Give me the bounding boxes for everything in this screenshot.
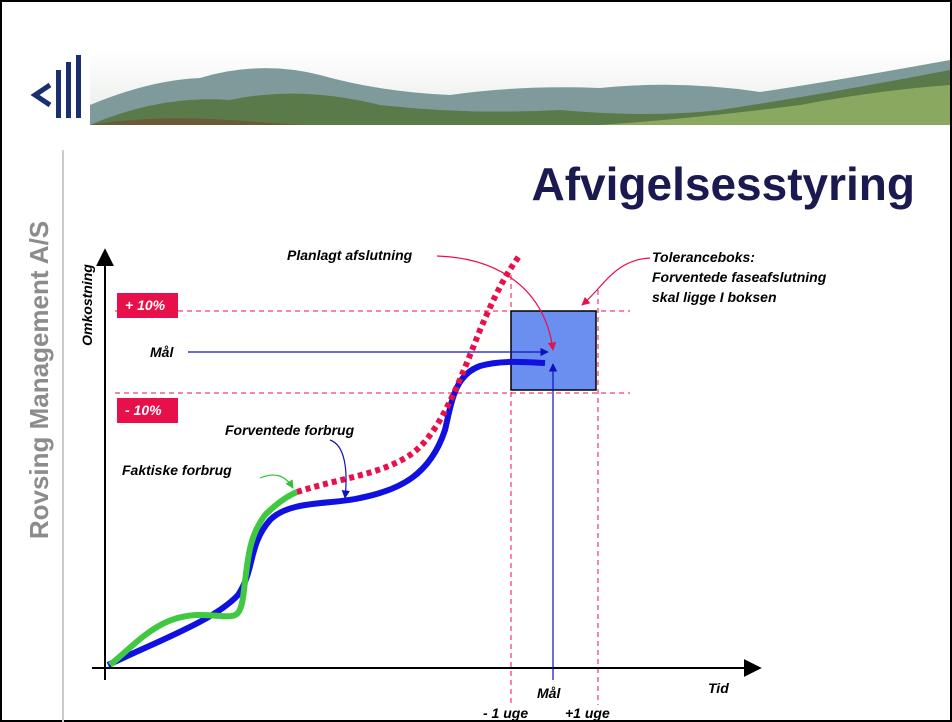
expected-label: Forventede forbrug <box>225 422 355 438</box>
goal-label: Mål <box>150 344 174 360</box>
arrow <box>436 255 557 351</box>
lower-band-label: - 10% <box>125 402 162 418</box>
tolerance-label: skal ligge I boksen <box>652 289 777 305</box>
upper-band-label: + 10% <box>125 297 166 313</box>
arrow <box>259 474 294 489</box>
tolerance-label: Forventede faseafslutning <box>652 269 827 285</box>
guides <box>115 275 630 705</box>
band-label-box <box>117 398 178 423</box>
planned-label: Planlagt afslutning <box>287 247 413 263</box>
time-minus-label: - 1 uge <box>483 705 528 721</box>
title: Afvigelsesstyring <box>532 158 915 210</box>
company-name: Rovsing Management A/S <box>24 221 54 539</box>
logo <box>30 55 81 118</box>
actual-label: Faktiske forbrug <box>122 462 232 478</box>
y-axis-label: Omkostning <box>79 264 95 346</box>
actual-curve <box>108 489 299 668</box>
header-landscape <box>90 50 950 125</box>
time-goal-label: Mål <box>537 685 561 701</box>
expected-curve <box>106 358 546 668</box>
planned-curve <box>296 253 523 495</box>
arrow <box>581 257 651 306</box>
x-axis-label: Tid <box>708 680 729 696</box>
time-plus-label: +1 uge <box>565 705 610 721</box>
tolerance-label: Toleranceboks: <box>652 249 755 265</box>
band-label-box <box>117 293 178 318</box>
arrow <box>329 439 350 499</box>
